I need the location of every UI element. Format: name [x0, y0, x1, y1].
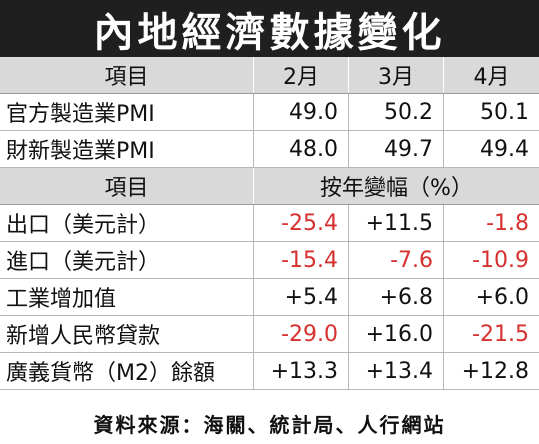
table-row: 廣義貨幣（M2）餘額 +13.3 +13.4 +12.8 [0, 353, 539, 390]
month-header-row: 項目 2月 3月 4月 [0, 57, 539, 94]
row-label: 財新製造業PMI [0, 131, 254, 167]
row-value: 50.2 [349, 94, 444, 130]
row-value: +12.8 [461, 358, 529, 384]
table-row: 進口（美元計） -15.4 -7.6 -10.9 [0, 242, 539, 279]
row-value: 48.0 [254, 131, 349, 167]
row-value: -1.8 [486, 210, 529, 236]
table-row: 財新製造業PMI 48.0 49.7 49.4 [0, 131, 539, 168]
row-label: 進口（美元計） [0, 242, 254, 278]
row-value: 49.7 [349, 131, 444, 167]
row-value: +5.4 [254, 279, 349, 315]
row-value: -29.0 [254, 316, 349, 352]
header-item-label: 項目 [0, 168, 254, 204]
row-value: -10.9 [472, 247, 529, 273]
row-label: 新增人民幣貸款 [0, 316, 254, 352]
row-value: 49.4 [480, 136, 529, 162]
row-label: 官方製造業PMI [0, 94, 254, 130]
header-month: 2月 [254, 57, 349, 93]
table-row: 出口（美元計） -25.4 +11.5 -1.8 [0, 205, 539, 242]
row-value: -15.4 [254, 242, 349, 278]
row-label: 廣義貨幣（M2）餘額 [0, 353, 254, 389]
table-row: 工業增加值 +5.4 +6.8 +6.0 [0, 279, 539, 316]
row-value: +16.0 [349, 316, 444, 352]
row-value: +6.8 [349, 279, 444, 315]
header-item-label: 項目 [0, 57, 254, 93]
row-value: -25.4 [254, 205, 349, 241]
table-row: 新增人民幣貸款 -29.0 +16.0 -21.5 [0, 316, 539, 353]
row-value: +13.4 [349, 353, 444, 389]
header-month: 3月 [349, 57, 444, 93]
row-label: 出口（美元計） [0, 205, 254, 241]
row-value: 50.1 [480, 99, 529, 125]
row-label: 工業增加值 [0, 279, 254, 315]
table-title: 內地經濟數據變化 [0, 0, 539, 57]
table-row: 官方製造業PMI 49.0 50.2 50.1 [0, 94, 539, 131]
source-note: 資料來源：海關、統計局、人行網站 [93, 412, 446, 437]
row-value: -7.6 [349, 242, 444, 278]
row-value: +6.0 [475, 284, 529, 310]
row-value: +13.3 [254, 353, 349, 389]
header-yoy-change: 按年變幅（%） [320, 176, 473, 201]
row-value: +11.5 [349, 205, 444, 241]
row-value: -21.5 [472, 321, 529, 347]
row-value: 49.0 [254, 94, 349, 130]
header-month: 4月 [473, 65, 510, 90]
yoy-header-row: 項目 按年變幅（%） [0, 168, 539, 205]
